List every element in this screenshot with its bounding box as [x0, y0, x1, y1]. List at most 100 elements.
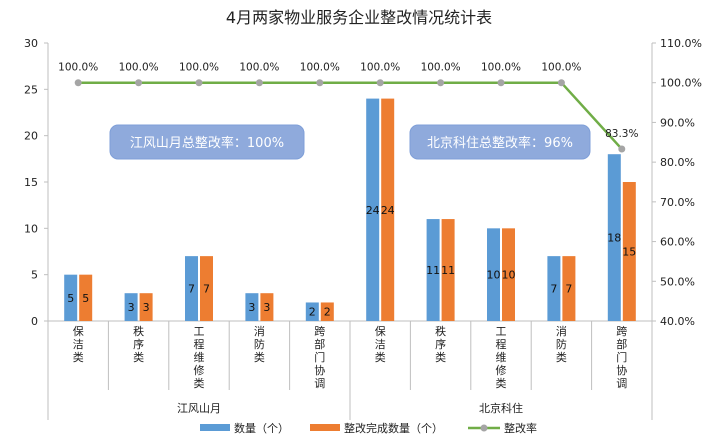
left-tick-label: 10: [24, 222, 38, 235]
right-tick-label: 40.0%: [660, 315, 695, 328]
bar-quantity-label: 11: [426, 264, 440, 277]
bar-completed-label: 5: [82, 292, 89, 305]
rate-label: 100.0%: [541, 62, 581, 74]
bar-quantity-label: 24: [366, 204, 380, 217]
bar-completed: [200, 256, 213, 321]
rate-point: [316, 79, 324, 87]
bar-completed-label: 15: [622, 246, 636, 259]
bar-completed-label: 7: [203, 283, 210, 296]
bar-completed-label: 24: [381, 204, 395, 217]
category-label: 保洁类: [375, 324, 386, 364]
bar-quantity: [547, 256, 561, 321]
category-label: 消防类: [556, 324, 567, 364]
legend-marker-rate: [480, 424, 488, 432]
left-tick-label: 5: [31, 269, 38, 282]
legend-label-quantity: 数量（个）: [234, 422, 289, 435]
left-tick-label: 20: [24, 130, 38, 143]
chart-title: 4月两家物业服务企业整改情况统计表: [226, 8, 492, 27]
annotation-text: 北京科住总整改率：96%: [427, 135, 573, 151]
group-label: 北京科住: [479, 401, 523, 415]
legend-swatch-quantity: [200, 424, 230, 431]
rate-label: 100.0%: [300, 62, 340, 74]
category-label: 工程维修类: [194, 325, 205, 390]
bar-completed-label: 2: [324, 306, 331, 319]
bar-quantity-label: 3: [128, 301, 135, 314]
annotation-box: [409, 124, 591, 160]
category-label: 跨部门协调: [314, 325, 325, 390]
bar-quantity: [245, 293, 259, 321]
category-label: 消防类: [254, 324, 265, 364]
bar-completed: [622, 182, 636, 321]
bar-completed-label: 3: [143, 301, 150, 314]
bar-quantity-label: 5: [67, 292, 74, 305]
legend-label-completed: 整改完成数量（个）: [344, 421, 443, 435]
rate-label: 100.0%: [421, 62, 461, 74]
left-tick-label: 25: [24, 83, 38, 96]
rate-label: 100.0%: [119, 62, 159, 74]
group-label: 江风山月: [177, 402, 221, 415]
left-tick-label: 15: [24, 176, 38, 189]
plot-area: 05101520253040.0%50.0%60.0%70.0%80.0%90.…: [24, 37, 702, 435]
left-tick-label: 30: [24, 37, 38, 50]
rate-label: 83.3%: [605, 128, 638, 140]
category-label: 保洁类: [73, 324, 84, 364]
bar-quantity: [426, 219, 440, 321]
bar-completed: [320, 302, 334, 321]
bar-quantity-label: 3: [248, 301, 255, 314]
bar-completed: [441, 219, 455, 321]
rate-label: 100.0%: [239, 62, 279, 74]
bar-quantity: [305, 302, 319, 321]
bar-completed-label: 10: [502, 269, 516, 282]
bar-quantity: [487, 228, 500, 321]
annotation-text: 江风山月总整改率：100%: [130, 135, 284, 151]
bar-quantity-label: 2: [309, 306, 316, 319]
rate-label: 100.0%: [481, 62, 521, 74]
bar-completed-label: 7: [565, 283, 572, 296]
rate-point: [618, 145, 626, 153]
bar-quantity-label: 18: [607, 232, 621, 245]
right-tick-label: 80.0%: [660, 156, 695, 169]
right-tick-label: 60.0%: [660, 236, 695, 249]
rate-point: [255, 79, 263, 87]
bar-completed: [502, 228, 515, 321]
category-label: 秩序类: [435, 325, 446, 364]
bar-quantity: [185, 256, 198, 321]
right-tick-label: 100.0%: [660, 77, 702, 90]
bar-quantity: [124, 293, 138, 321]
rate-point: [376, 79, 384, 87]
rate-label: 100.0%: [179, 62, 219, 74]
rate-label: 100.0%: [360, 62, 400, 74]
rate-point: [437, 79, 445, 87]
rate-point: [557, 79, 565, 87]
annotation-box: [109, 124, 305, 160]
bar-quantity-label: 7: [550, 283, 557, 296]
right-tick-label: 50.0%: [660, 275, 695, 288]
category-label: 跨部门协调: [616, 325, 627, 390]
rate-point: [497, 79, 505, 87]
right-tick-label: 110.0%: [660, 37, 702, 50]
right-tick-label: 90.0%: [660, 116, 695, 129]
bar-completed: [79, 274, 93, 321]
category-label: 秩序类: [133, 325, 144, 364]
bar-quantity-label: 10: [487, 269, 501, 282]
rate-point: [195, 79, 203, 87]
bar-quantity: [366, 98, 380, 321]
bar-quantity: [64, 274, 78, 321]
bar-quantity: [607, 154, 621, 321]
rate-point: [135, 79, 143, 87]
category-label: 工程维修类: [496, 325, 507, 390]
left-tick-label: 0: [31, 315, 38, 328]
right-tick-label: 70.0%: [660, 196, 695, 209]
bar-completed: [562, 256, 576, 321]
rate-line: [78, 81, 623, 150]
rate-point: [74, 79, 82, 87]
legend-label-rate: 整改率: [504, 421, 537, 435]
bar-completed-label: 11: [441, 264, 455, 277]
legend-swatch-completed: [310, 424, 340, 431]
bar-completed-label: 3: [263, 301, 270, 314]
bar-completed: [260, 293, 274, 321]
bar-completed: [139, 293, 153, 321]
bar-quantity-label: 7: [188, 283, 195, 296]
rate-label: 100.0%: [58, 62, 98, 74]
